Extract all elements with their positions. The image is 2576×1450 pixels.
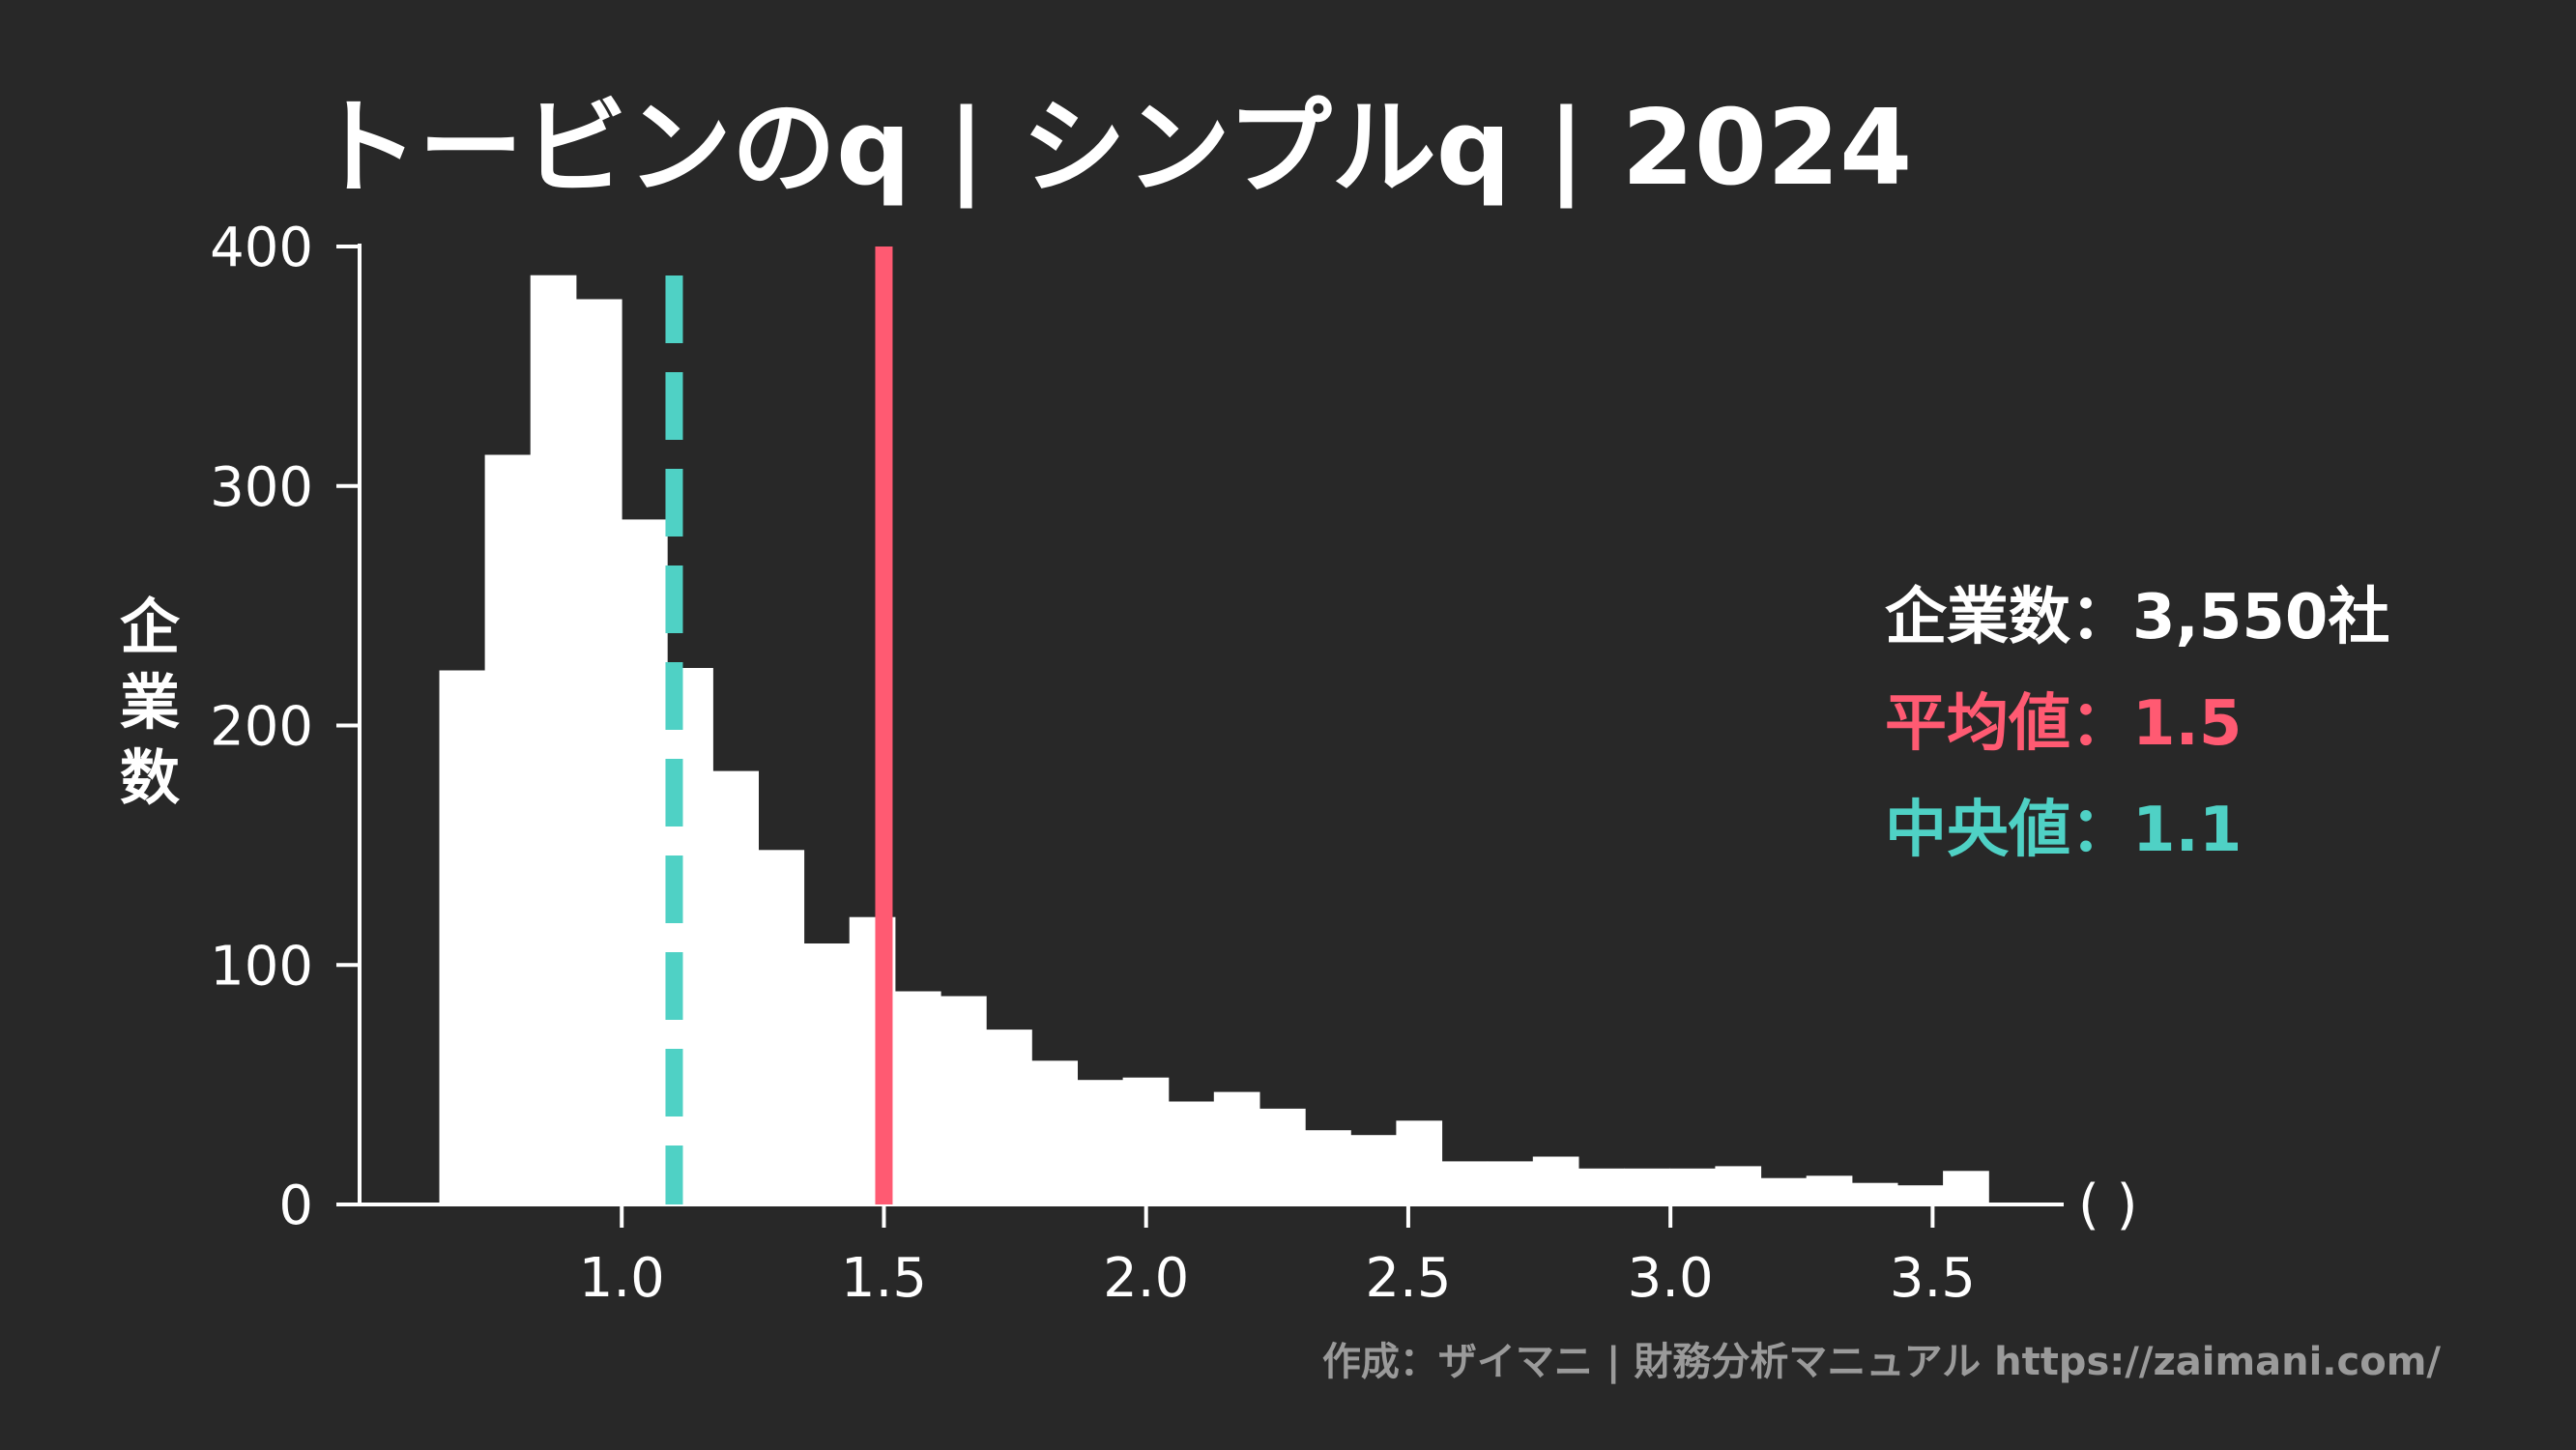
histogram-bar (1441, 1161, 1489, 1204)
histogram-bar (1715, 1166, 1762, 1204)
histogram-bar (1669, 1168, 1716, 1204)
stats-box: 企業数：3,550社 平均値：1.5 中央値：1.1 (1885, 582, 2389, 866)
histogram-bar (1122, 1077, 1170, 1204)
histogram-bar (1305, 1130, 1351, 1204)
median-value: 1.1 (2132, 795, 2242, 866)
y-tick-label: 100 (210, 935, 313, 998)
x-tick-label: 3.5 (1890, 1247, 1976, 1310)
median-separator: ： (2070, 795, 2132, 866)
x-tick-label: 3.0 (1628, 1247, 1714, 1310)
histogram-bar (1532, 1156, 1579, 1204)
median-stat: 中央値：1.1 (1885, 795, 2242, 866)
histogram-bar (986, 1030, 1032, 1204)
count-label: 企業数 (1885, 582, 2070, 653)
histogram-bar (1168, 1101, 1215, 1204)
reference-lines (665, 246, 893, 1204)
mean-value: 1.5 (2132, 688, 2242, 760)
bars-group (439, 275, 1989, 1204)
histogram-bar (1806, 1175, 1853, 1204)
histogram-bar (439, 670, 486, 1204)
y-tick-label: 400 (210, 217, 313, 279)
histogram-bar (667, 668, 713, 1204)
histogram-bar (1077, 1080, 1124, 1204)
histogram-bar (1487, 1161, 1534, 1204)
histogram-bar (1896, 1185, 1944, 1204)
histogram-bar (1350, 1135, 1397, 1204)
axes-group: 0 100 200 300 400 1.0 1.5 2.0 2.5 3.0 3.5 (210, 217, 2064, 1310)
histogram-bar (894, 991, 941, 1204)
y-axis-label-char: 数 (120, 742, 180, 813)
histogram-bar (1624, 1168, 1670, 1204)
footer-credit: 作成：ザイマニ | 財務分析マニュアル https://zaimani.com/ (1322, 1340, 2441, 1385)
x-tick-label: 1.5 (841, 1247, 927, 1310)
mean-stat: 平均値：1.5 (1885, 688, 2242, 760)
mean-separator: ： (2070, 688, 2132, 760)
mean-label: 平均値 (1885, 688, 2070, 760)
chart-title: トービンのq | シンプルq | 2024 (314, 88, 1912, 209)
y-axis-label-char: 業 (120, 667, 180, 738)
y-tick-label: 0 (278, 1174, 313, 1237)
histogram-bar (575, 299, 622, 1204)
x-axis-unit: ( ) (2078, 1174, 2138, 1236)
y-tick-label: 300 (210, 456, 313, 519)
count-separator: ： (2070, 582, 2132, 653)
x-tick-label: 1.0 (579, 1247, 665, 1310)
x-tick-label: 2.5 (1365, 1247, 1451, 1310)
histogram-bar (758, 850, 805, 1204)
histogram-bar (803, 943, 851, 1204)
y-tick-label: 200 (210, 696, 313, 759)
count-value: 3,550社 (2132, 582, 2389, 653)
histogram-bar (622, 519, 668, 1204)
histogram-bar (1760, 1177, 1808, 1204)
x-tick-label: 2.0 (1103, 1247, 1189, 1310)
count-stat: 企業数：3,550社 (1885, 582, 2389, 653)
histogram-bar (941, 996, 987, 1204)
histogram-bar (1851, 1182, 1898, 1204)
histogram-bar (484, 454, 532, 1204)
histogram-bar (712, 770, 759, 1204)
histogram-bar (1213, 1091, 1260, 1204)
histogram-bar (1259, 1108, 1306, 1204)
y-axis-label-char: 企 (120, 592, 181, 662)
histogram-bar (1578, 1168, 1625, 1204)
histogram-bar (530, 275, 577, 1204)
median-label: 中央値 (1885, 795, 2070, 866)
y-axis-label: 企業数 (120, 592, 181, 813)
histogram-bar (1943, 1171, 1989, 1204)
histogram-bar (1031, 1060, 1078, 1204)
histogram-bar (1396, 1120, 1443, 1204)
